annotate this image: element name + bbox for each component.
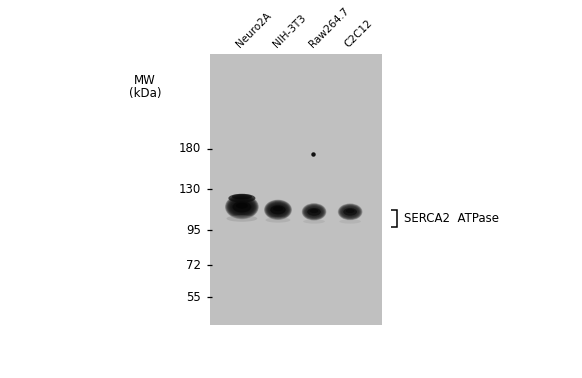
Ellipse shape [265, 217, 290, 223]
Ellipse shape [268, 203, 288, 217]
Ellipse shape [342, 206, 359, 217]
Text: C2C12: C2C12 [343, 18, 375, 50]
Ellipse shape [303, 219, 325, 224]
Ellipse shape [338, 204, 362, 220]
Ellipse shape [229, 198, 255, 216]
Ellipse shape [302, 203, 326, 220]
Ellipse shape [305, 206, 323, 218]
Text: SERCA2  ATPase: SERCA2 ATPase [404, 212, 499, 225]
Ellipse shape [304, 204, 325, 219]
Ellipse shape [230, 199, 254, 215]
Text: NIH-3T3: NIH-3T3 [271, 13, 307, 50]
Ellipse shape [303, 204, 325, 220]
Ellipse shape [265, 200, 291, 219]
Ellipse shape [306, 206, 323, 217]
Ellipse shape [310, 209, 318, 213]
Ellipse shape [267, 202, 289, 218]
Ellipse shape [228, 197, 256, 217]
Text: Raw264.7: Raw264.7 [307, 6, 350, 50]
Ellipse shape [270, 205, 286, 214]
Ellipse shape [268, 203, 289, 217]
Ellipse shape [226, 215, 257, 222]
Ellipse shape [346, 209, 354, 213]
Ellipse shape [307, 208, 321, 216]
Ellipse shape [228, 197, 255, 216]
Ellipse shape [264, 200, 292, 220]
Ellipse shape [305, 206, 324, 218]
Text: 72: 72 [186, 259, 201, 272]
Text: 55: 55 [187, 291, 201, 304]
Ellipse shape [265, 201, 291, 219]
Ellipse shape [236, 203, 248, 209]
Ellipse shape [229, 198, 254, 215]
Ellipse shape [304, 205, 324, 219]
Ellipse shape [341, 206, 359, 217]
Ellipse shape [268, 203, 288, 216]
Text: Neuro2A: Neuro2A [235, 11, 274, 50]
Ellipse shape [339, 219, 361, 224]
Ellipse shape [226, 196, 258, 218]
Ellipse shape [340, 205, 360, 218]
Ellipse shape [341, 206, 360, 218]
Ellipse shape [302, 204, 326, 220]
Ellipse shape [340, 205, 360, 218]
Ellipse shape [339, 204, 361, 219]
Text: MW: MW [134, 74, 156, 87]
Ellipse shape [230, 199, 253, 214]
Ellipse shape [301, 203, 327, 221]
Ellipse shape [338, 204, 362, 220]
Ellipse shape [343, 208, 357, 215]
Ellipse shape [340, 205, 361, 219]
Ellipse shape [230, 198, 254, 215]
Ellipse shape [304, 205, 324, 218]
Ellipse shape [228, 197, 256, 217]
Ellipse shape [266, 201, 290, 218]
Ellipse shape [267, 202, 289, 218]
Bar [210, 54, 382, 325]
Ellipse shape [268, 204, 288, 216]
Ellipse shape [339, 204, 361, 219]
Text: 130: 130 [179, 183, 201, 196]
Ellipse shape [265, 201, 290, 219]
Ellipse shape [225, 195, 258, 219]
Ellipse shape [266, 201, 290, 218]
Ellipse shape [228, 194, 255, 203]
Ellipse shape [225, 195, 259, 219]
Ellipse shape [226, 195, 258, 218]
Ellipse shape [226, 196, 257, 218]
Ellipse shape [304, 206, 324, 218]
Ellipse shape [231, 200, 253, 214]
Text: 95: 95 [186, 224, 201, 237]
Ellipse shape [339, 204, 361, 220]
Ellipse shape [232, 194, 252, 199]
Text: (kDa): (kDa) [129, 87, 161, 100]
Ellipse shape [303, 204, 325, 220]
Ellipse shape [273, 206, 283, 211]
Ellipse shape [233, 201, 251, 212]
Ellipse shape [303, 204, 325, 219]
Ellipse shape [227, 197, 257, 217]
Text: 180: 180 [179, 142, 201, 155]
Ellipse shape [267, 202, 289, 217]
Ellipse shape [338, 203, 363, 220]
Ellipse shape [264, 200, 292, 220]
Ellipse shape [340, 206, 360, 218]
